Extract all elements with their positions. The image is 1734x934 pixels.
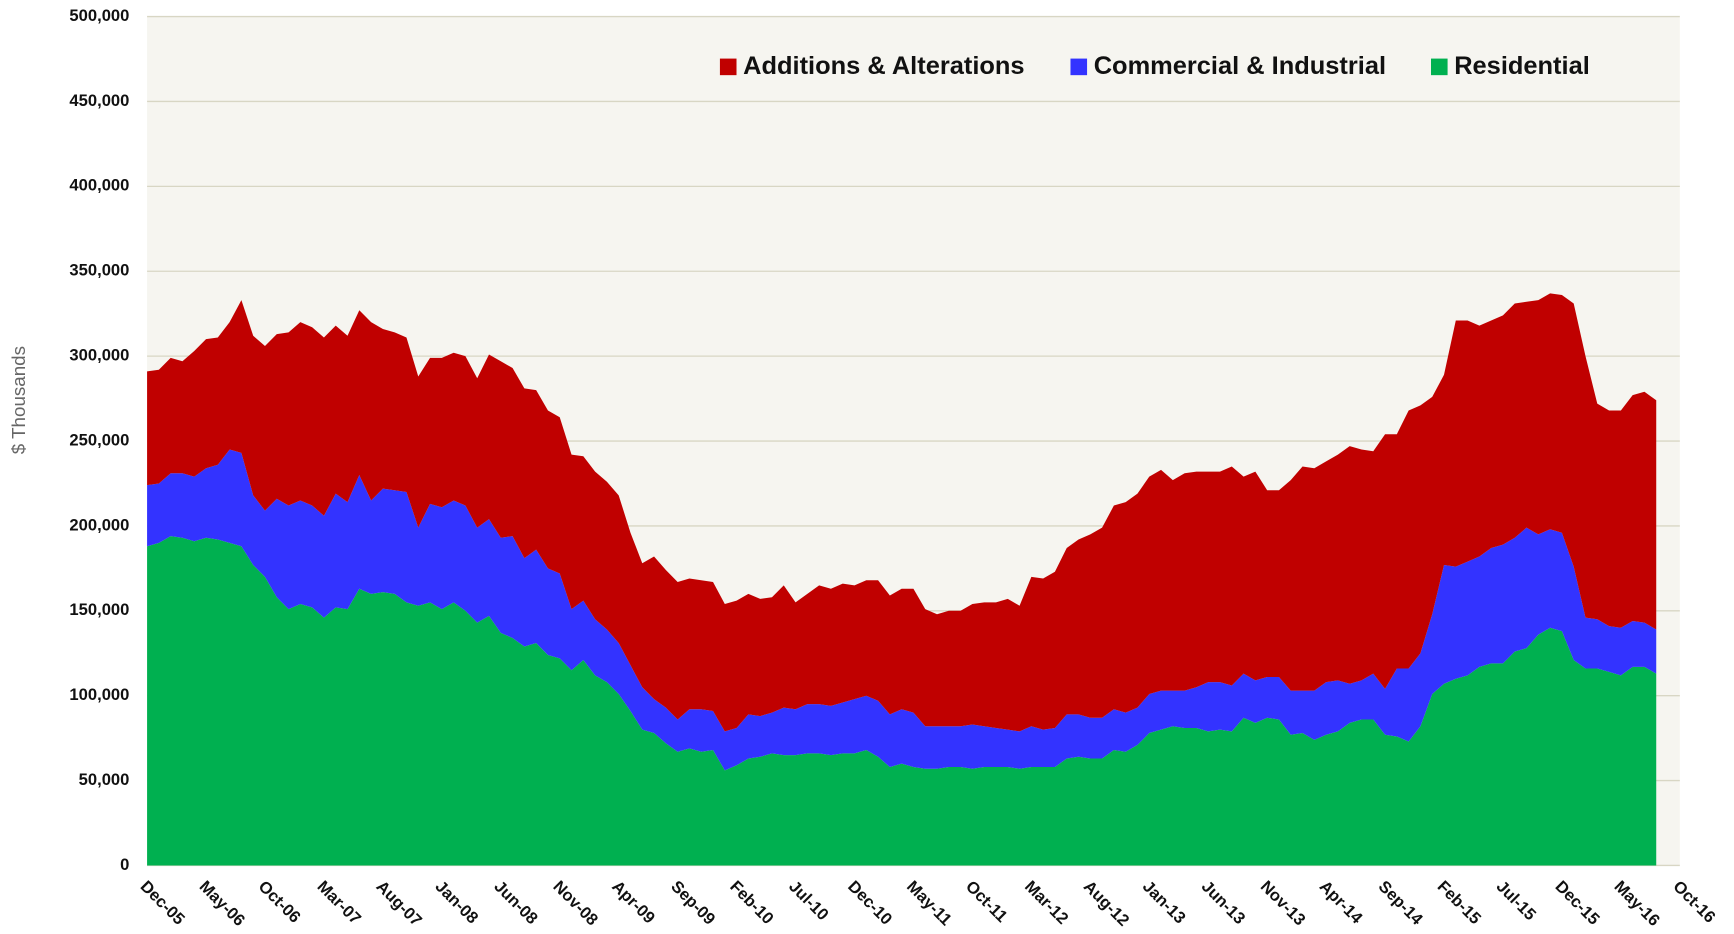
y-tick-label: 450,000 (69, 91, 129, 110)
x-tick-label: Mar-07 (314, 877, 365, 928)
x-tick-label: Feb-10 (726, 877, 777, 928)
x-tick-label: Apr-09 (608, 877, 659, 928)
y-tick-label: 0 (120, 855, 129, 874)
x-tick-label: Jul-15 (1493, 877, 1540, 924)
legend-label: Additions & Alterations (743, 52, 1024, 80)
x-tick-label: Jul-10 (785, 877, 832, 924)
y-tick-label: 400,000 (69, 176, 129, 195)
y-tick-label: 200,000 (69, 515, 129, 534)
x-tick-label: Feb-15 (1434, 877, 1485, 928)
legend-swatch (1430, 58, 1448, 76)
x-tick-label: Aug-12 (1080, 877, 1133, 930)
legend-swatch (719, 58, 737, 76)
area (147, 449, 1657, 771)
x-tick-label: Dec-10 (844, 877, 896, 929)
y-tick-label: 150,000 (69, 600, 129, 619)
x-tick-label: Mar-12 (1021, 877, 1072, 928)
x-tick-label: Dec-15 (1552, 877, 1604, 929)
x-tick-label: Oct-06 (255, 877, 305, 927)
y-tick-label: 500,000 (69, 6, 129, 25)
x-tick-label: Jan-13 (1139, 877, 1190, 928)
y-tick-label: 350,000 (69, 261, 129, 280)
x-tick-label: Aug-07 (373, 877, 426, 930)
legend-swatch (1070, 58, 1088, 76)
x-tick-label: Oct-16 (1669, 877, 1719, 927)
x-tick-label: Jun-13 (1198, 877, 1249, 928)
legend-label: Residential (1454, 52, 1590, 80)
y-tick-label: 250,000 (69, 430, 129, 449)
x-tick-label: Sep-09 (667, 877, 719, 929)
x-tick-label: Nov-13 (1257, 877, 1310, 930)
x-tick-label: May-16 (1611, 877, 1664, 930)
y-axis-label: $ Thousands (8, 346, 29, 454)
x-tick-label: Jan-08 (431, 877, 482, 928)
x-tick-label: Sep-14 (1375, 877, 1427, 929)
y-tick-label: 50,000 (79, 770, 130, 789)
x-tick-label: May-06 (196, 877, 249, 930)
area (147, 293, 1657, 732)
y-tick-label: 300,000 (69, 346, 129, 365)
x-tick-label: Jun-08 (490, 877, 541, 928)
x-tick-label: Dec-05 (137, 877, 189, 929)
x-tick-label: May-11 (903, 877, 956, 930)
x-tick-label: Oct-11 (962, 877, 1011, 926)
x-tick-label: Apr-14 (1316, 877, 1367, 928)
x-tick-label: Nov-08 (549, 877, 602, 930)
legend-label: Commercial & Industrial (1094, 52, 1386, 80)
y-tick-label: 100,000 (69, 685, 129, 704)
area (147, 536, 1657, 866)
